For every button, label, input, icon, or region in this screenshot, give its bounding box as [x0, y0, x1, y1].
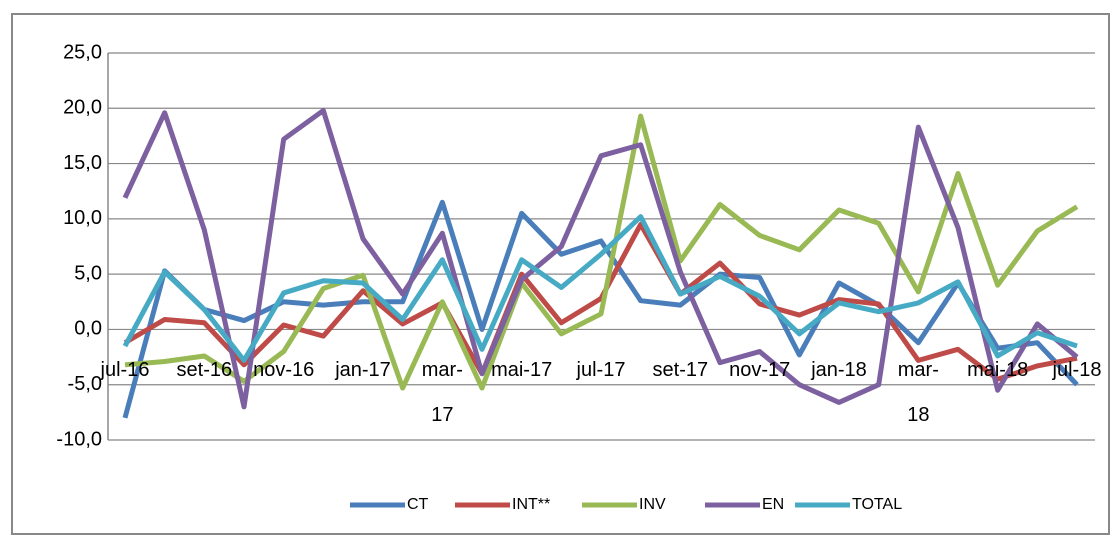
y-tick-label: 0,0 — [74, 318, 102, 340]
x-tick-label: mar- 18 — [897, 359, 939, 426]
x-tick-label: mai-18 — [967, 359, 1029, 381]
series-line — [122, 107, 1079, 410]
y-tick-label: 25,0 — [63, 41, 102, 63]
x-tick-label: nov-16 — [253, 359, 315, 381]
x-tick-label: jul-17 — [576, 359, 626, 381]
x-tick-label: jan-18 — [811, 359, 867, 381]
y-tick-label: 5,0 — [74, 262, 102, 284]
x-tick-label: mai-17 — [491, 359, 553, 381]
x-tick-label: set-16 — [176, 359, 233, 381]
series-line — [122, 199, 1079, 419]
legend-label: INT** — [512, 496, 550, 513]
y-tick-label: -10,0 — [56, 428, 102, 450]
x-tick-label: jan-17 — [335, 359, 391, 381]
x-tick-label: jul-16 — [100, 359, 150, 381]
chart-frame — [11, 13, 1110, 535]
legend-label: INV — [639, 496, 666, 513]
series-line — [124, 113, 1079, 391]
legend-label: TOTAL — [852, 496, 902, 513]
y-tick-label: 15,0 — [63, 152, 102, 174]
x-tick-label: mar- 17 — [421, 359, 463, 426]
y-tick-label: 10,0 — [63, 207, 102, 229]
series-line — [123, 221, 1078, 382]
y-tick-label: 20,0 — [63, 97, 102, 119]
x-tick-label: set-17 — [652, 359, 709, 381]
legend-label: EN — [762, 496, 784, 513]
series-line — [122, 214, 1078, 363]
legend-label: CT — [407, 496, 429, 513]
x-tick-label: jul-18 — [1052, 359, 1102, 381]
y-tick-label: -5,0 — [68, 373, 102, 395]
x-tick-label: nov-17 — [729, 359, 791, 381]
